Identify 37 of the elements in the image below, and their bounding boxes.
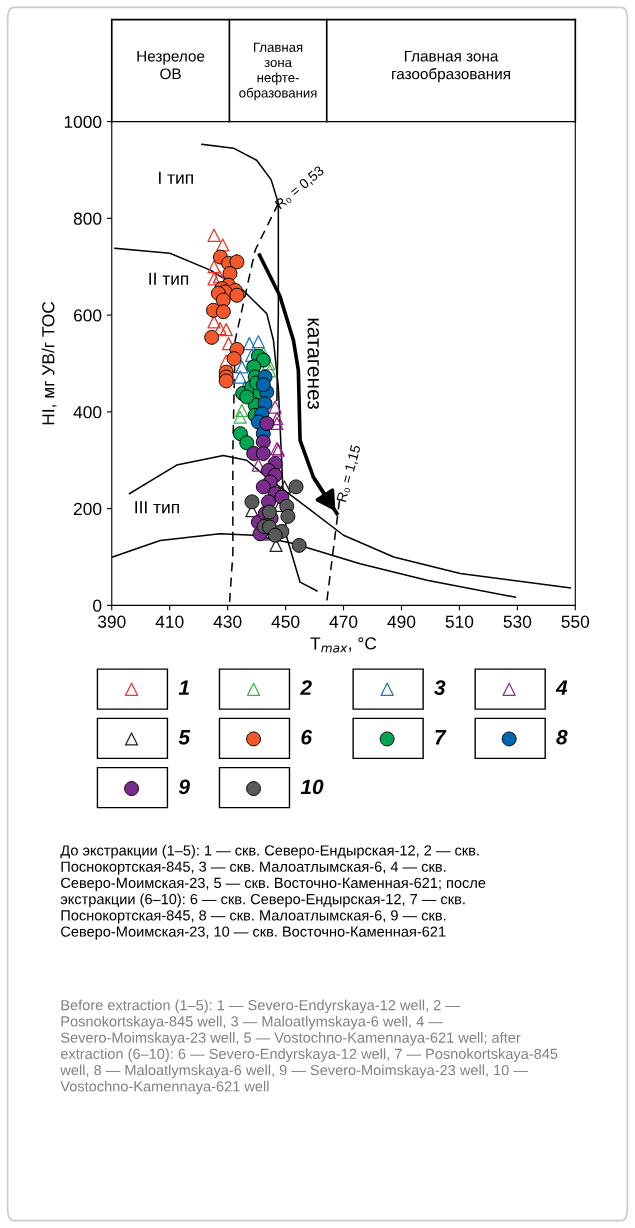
annotation: III тип — [135, 501, 179, 514]
annotation: II тип — [149, 272, 189, 285]
x-tick-label: 550 — [561, 615, 590, 628]
y-tick-label: 400 — [73, 406, 102, 419]
x-tick-label: 430 — [213, 615, 242, 628]
text: Before extraction (1–5): 1 — Severo-Endyrskaya-12 well, 2 — Posnokortskaya-845 well, 3 — Maloatlymskaya-6 well, 4 — Severo-Moimskaya-23 well, 5 — Vostochno-Kamennaya-621 well; after extraction (6–10): 6 — Severo-Endyrskaya-12 well, 7 — Posnokortskaya-845 well, 8 — Maloatlymskaya-6 well, 9 — Severo-Moimskaya-23 well, 10 — Vostochno-Kamennaya-621 well — [60, 999, 558, 1095]
text: До экстракции (1–5): 1 — скв. Северо-Ендырская-12, 2 — скв. Поснокортская-845, 3 — скв. Малоатлымская-6, 4 — скв. Северо-Моимская-23, 5 — скв. Восточно-Каменная-621; после экстракции (6–10): 6 — скв. Северо-Ендырская-12, 7 — скв. Поснокортская-845, 8 — скв. Малоатлымская-6, 9 — скв. Северо-Моимская-23, 10 — скв. Восточно-Каменная-621 — [60, 844, 486, 940]
annotation: катагенез — [307, 318, 319, 409]
annotation: R₀ = 1,15 — [336, 444, 363, 503]
x-tick-label: 390 — [97, 615, 126, 628]
x-tick-label: 470 — [329, 615, 358, 628]
legend-label: 3 — [434, 680, 446, 695]
text: Главная зона газообразования — [392, 50, 510, 83]
text: Незрелое ОВ — [137, 50, 205, 80]
legend-label: 6 — [301, 729, 313, 745]
y-tick-label: 800 — [73, 212, 102, 225]
text: Главная зона нефте- образования — [239, 42, 317, 101]
legend-label: 4 — [555, 680, 568, 695]
y-tick-label: 0 — [93, 599, 102, 612]
y-axis-title: HI, мг УВ/г ТОС — [41, 301, 57, 425]
y-tick-label: 600 — [73, 309, 102, 322]
legend-label: 10 — [300, 779, 324, 795]
legend-label: 5 — [178, 730, 191, 745]
legend-label: 7 — [435, 730, 447, 745]
x-tick-label: 510 — [445, 615, 474, 628]
legend-label: 1 — [178, 680, 189, 695]
y-tick-label: 1000 — [64, 115, 102, 129]
y-tick-label: 200 — [73, 502, 102, 516]
x-axis-title: T$_{max}$, °C — [310, 637, 377, 653]
x-tick-label: 530 — [503, 615, 532, 628]
legend-label: 2 — [300, 680, 312, 695]
x-tick-label: 450 — [271, 615, 300, 628]
annotation: I тип — [159, 171, 193, 184]
x-tick-label: 410 — [155, 615, 184, 628]
x-tick-label: 490 — [387, 615, 416, 628]
legend-label: 9 — [178, 779, 190, 795]
legend-label: 8 — [556, 729, 568, 745]
